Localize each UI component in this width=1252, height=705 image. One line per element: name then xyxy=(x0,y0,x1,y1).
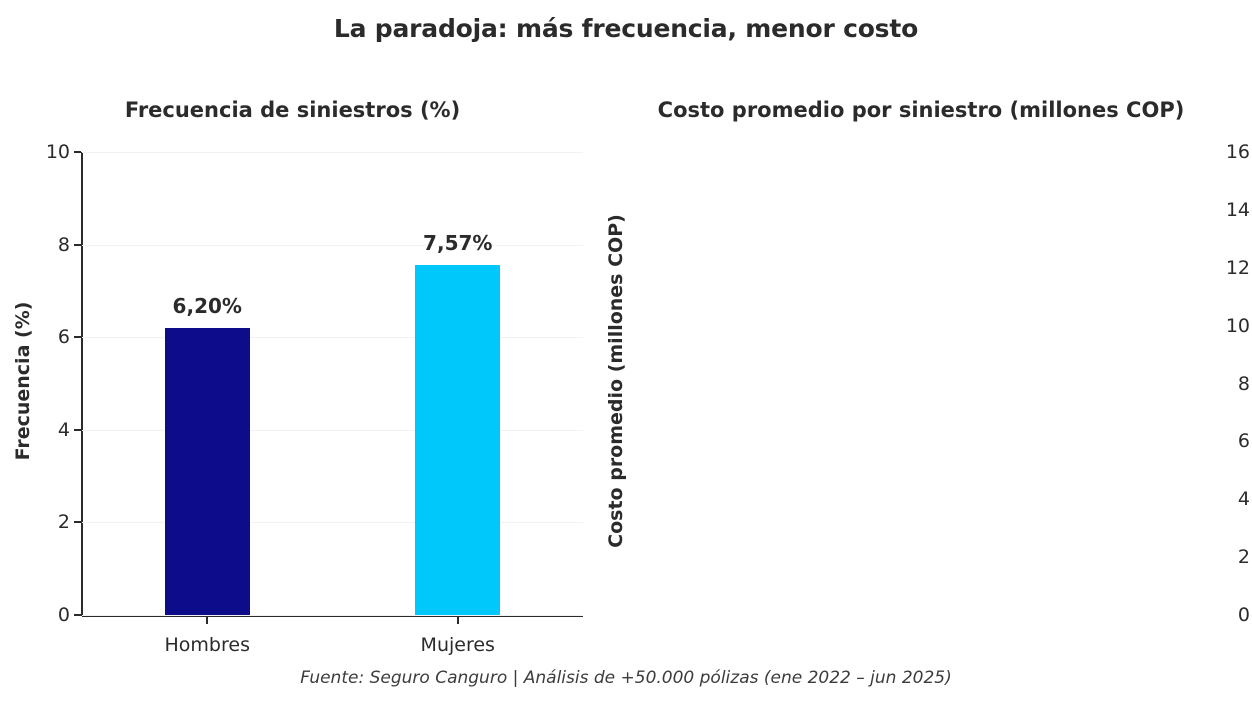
y-tick-label-frecuencia-6: 6 xyxy=(57,326,70,349)
gridline-frecuencia-2 xyxy=(82,522,583,524)
y-axis-spine-left xyxy=(81,152,83,616)
panel-title-costo: Costo promedio por siniestro (millones C… xyxy=(657,98,1185,122)
y-axis-label-frecuencia: Frecuencia (%) xyxy=(12,301,34,461)
x-tick-label-frecuencia-mujeres: Mujeres xyxy=(420,634,495,656)
chart-panel-costo: Costo promedio por siniestro (millones C… xyxy=(590,0,1252,705)
y-tick-mark-frecuencia-2 xyxy=(74,521,81,524)
y-tick-mark-frecuencia-4 xyxy=(74,428,81,431)
y-tick-label-frecuencia-0: 0 xyxy=(57,604,70,626)
y-tick-label-costo-2: 2 xyxy=(1237,546,1250,569)
y-tick-label-costo-16: 16 xyxy=(1225,141,1250,163)
bar-frecuencia-hombres[interactable] xyxy=(164,327,250,615)
y-tick-label-frecuencia-4: 4 xyxy=(57,418,70,441)
x-axis-spine-left xyxy=(82,615,583,617)
y-tick-label-costo-0: 0 xyxy=(1237,604,1250,626)
y-tick-label-frecuencia-8: 8 xyxy=(57,233,70,256)
figure-source-note: Fuente: Seguro Canguro | Análisis de +50… xyxy=(300,668,952,688)
y-axis-label-costo: Costo promedio (millones COP) xyxy=(605,214,627,548)
y-tick-label-costo-6: 6 xyxy=(1237,430,1250,453)
gridline-frecuencia-8 xyxy=(82,244,583,246)
plot-area-frecuencia: 0 2 4 6 8 10 6,20% Hombres 7,57% Mujeres xyxy=(46,141,583,656)
y-tick-label-costo-12: 12 xyxy=(1225,256,1250,279)
y-tick-mark-frecuencia-8 xyxy=(74,243,81,246)
y-tick-label-frecuencia-2: 2 xyxy=(57,511,70,534)
x-tick-mark-frecuencia-hombres xyxy=(206,617,209,624)
y-tick-label-frecuencia-10: 10 xyxy=(45,141,70,163)
figure-title: La paradoja: más frecuencia, menor costo xyxy=(333,14,919,43)
y-tick-mark-frecuencia-0 xyxy=(74,614,81,616)
y-tick-mark-frecuencia-10 xyxy=(74,151,81,153)
y-tick-label-costo-4: 4 xyxy=(1237,488,1250,511)
panel-title-frecuencia: Frecuencia de siniestros (%) xyxy=(124,98,461,122)
x-tick-label-frecuencia-hombres: Hombres xyxy=(164,634,250,656)
gridline-frecuencia-0 xyxy=(82,615,583,616)
y-tick-label-costo-8: 8 xyxy=(1237,372,1250,395)
y-tick-label-costo-14: 14 xyxy=(1225,198,1250,221)
gridline-frecuencia-10 xyxy=(82,152,583,153)
chart-panel-frecuencia: Frecuencia de siniestros (%) Frecuencia … xyxy=(0,0,600,705)
y-tick-mark-frecuencia-6 xyxy=(74,336,81,339)
y-tick-label-costo-10: 10 xyxy=(1225,314,1250,337)
bar-value-label-frecuencia-mujeres: 7,57% xyxy=(423,230,493,255)
bar-frecuencia-mujeres[interactable] xyxy=(415,264,501,615)
bar-value-label-frecuencia-hombres: 6,20% xyxy=(172,293,242,318)
x-tick-mark-frecuencia-mujeres xyxy=(456,617,459,624)
gridline-frecuencia-6 xyxy=(82,337,583,339)
gridline-frecuencia-4 xyxy=(82,429,583,431)
